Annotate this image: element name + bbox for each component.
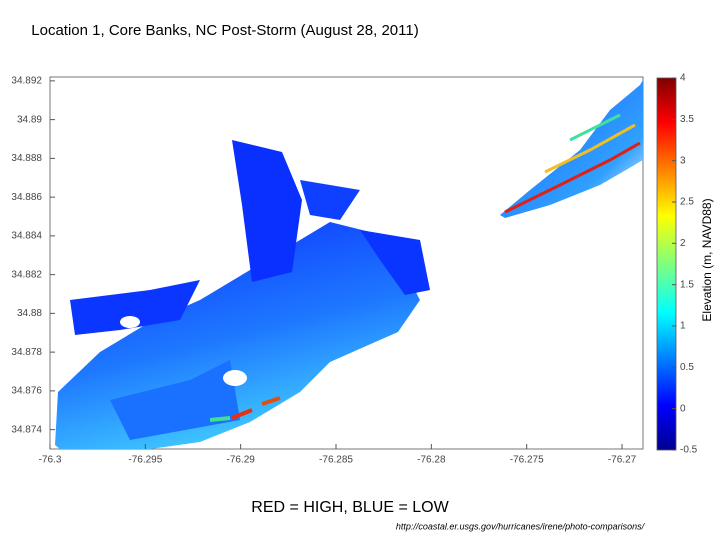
colorbar-tick-label: -0.5 <box>680 445 698 456</box>
x-tick-label: -76.295 <box>128 455 162 466</box>
x-tick-label: -76.275 <box>510 455 544 466</box>
x-tick-label: -76.29 <box>226 455 255 466</box>
y-tick-label: 34.884 <box>11 231 42 242</box>
y-tick-label: 34.874 <box>11 424 42 435</box>
title: Location 1, Core Banks, NC Post-Storm (A… <box>31 22 418 39</box>
colorbar-tick-label: 0 <box>680 403 686 414</box>
x-tick-label: -76.285 <box>319 455 353 466</box>
colorbar-tick-label: 1 <box>680 321 686 332</box>
colorbar-tick-label: 3.5 <box>680 114 694 125</box>
y-tick-label: 34.886 <box>11 192 42 203</box>
x-tick-label: -76.3 <box>39 455 62 466</box>
y-tick-label: 34.892 <box>11 76 42 87</box>
colorbar-tick-label: 2 <box>680 238 686 249</box>
elevation-raster <box>55 80 643 449</box>
y-tick-label: 34.876 <box>11 386 42 397</box>
colorbar-label: Elevation (m, NAVD88) <box>700 198 714 321</box>
x-tick-label: -76.28 <box>417 455 446 466</box>
x-tick-label: -76.27 <box>608 455 637 466</box>
colorbar-tick-label: 2.5 <box>680 197 694 208</box>
y-tick-label: 34.882 <box>11 269 42 280</box>
colorbar-tick-label: 1.5 <box>680 279 694 290</box>
colorbar-tick-label: 3 <box>680 155 686 166</box>
caption: RED = HIGH, BLUE = LOW <box>251 499 449 516</box>
colorbar <box>656 77 677 451</box>
colorbar-tick-label: 0.5 <box>680 362 694 373</box>
colorbar-tick-label: 4 <box>680 73 686 84</box>
y-tick-label: 34.888 <box>11 153 42 164</box>
y-tick-label: 34.878 <box>11 347 42 358</box>
y-tick-label: 34.89 <box>17 114 42 125</box>
source-url: http://coastal.er.usgs.gov/hurricanes/ir… <box>396 521 646 531</box>
y-tick-label: 34.88 <box>17 308 42 319</box>
